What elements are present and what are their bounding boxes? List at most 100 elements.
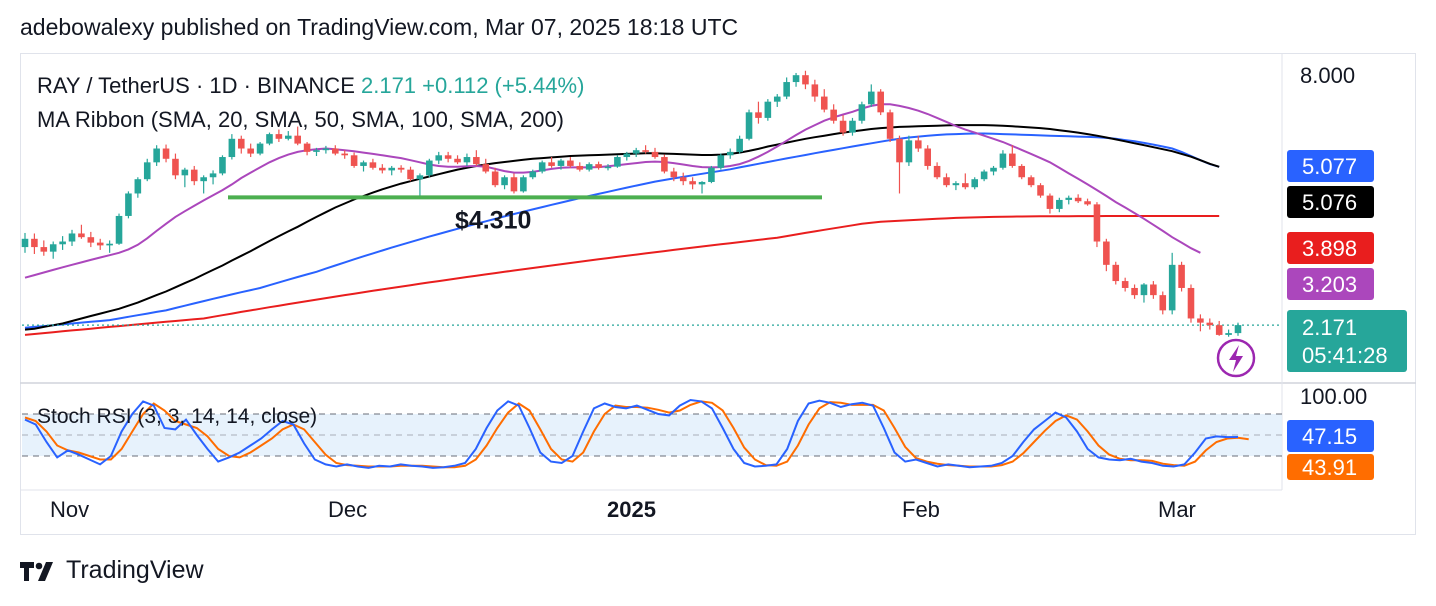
candle-body [717, 155, 725, 168]
candle-body [1215, 325, 1223, 335]
candle-body [867, 91, 875, 105]
candle [896, 135, 903, 194]
candle-body [886, 112, 894, 139]
badge-bg [1287, 268, 1374, 300]
candle-body [1093, 204, 1101, 242]
candle [595, 161, 602, 170]
candle [1225, 329, 1232, 337]
candle-body [1112, 264, 1120, 282]
candle [651, 147, 659, 159]
candle-body [379, 167, 386, 171]
candle [1150, 281, 1157, 299]
candle [237, 135, 245, 154]
candle [1159, 291, 1167, 315]
candle-body [792, 75, 800, 83]
time-label: Mar [1158, 497, 1196, 522]
candle-body [134, 179, 142, 194]
candle [736, 135, 743, 154]
candle-body [1037, 185, 1044, 196]
badge-bg [1287, 186, 1374, 218]
candle [1074, 194, 1082, 204]
candle [379, 164, 386, 174]
candle [1197, 314, 1204, 332]
candle [632, 147, 640, 158]
candle [397, 165, 405, 173]
candle-body [651, 151, 659, 158]
candle-body [1159, 295, 1167, 311]
candle [990, 165, 997, 176]
candle [463, 153, 471, 166]
time-label: 2025 [607, 497, 656, 522]
candle-body [980, 171, 988, 180]
candle-body [407, 169, 414, 180]
candle [388, 165, 396, 176]
candle-body [764, 101, 772, 118]
candle-body [181, 169, 189, 176]
legend: RAY / TetherUS · 1D · BINANCE 2.171 +0.1… [37, 73, 584, 132]
last-price-badge: 2.171 05:41:28 [1287, 310, 1407, 372]
candle [623, 151, 631, 161]
candle-body [670, 171, 678, 178]
candle [162, 144, 170, 163]
candle [679, 172, 687, 186]
candle [567, 157, 574, 168]
badge-text: 5.077 [1302, 154, 1357, 179]
candle-body [1103, 241, 1110, 265]
candle [491, 167, 499, 188]
candle [435, 151, 443, 165]
countdown-text: 05:41:28 [1302, 343, 1388, 368]
candle-body [219, 157, 226, 174]
candle-body [1009, 153, 1016, 166]
candle-body [332, 148, 339, 154]
candle [87, 231, 95, 248]
candle [1009, 145, 1016, 168]
candle [228, 134, 236, 160]
candle-body [595, 164, 602, 168]
sma20-line [24, 103, 1201, 279]
candle [284, 131, 292, 141]
symbol-legend: RAY / TetherUS · 1D · BINANCE 2.171 +0.1… [37, 73, 584, 98]
support-annotation: $4.310 [228, 195, 822, 234]
candle-body [1056, 199, 1063, 209]
candle [49, 241, 57, 259]
tradingview-logo[interactable]: TradingView [20, 556, 204, 585]
candle [426, 158, 433, 178]
candle-body [1018, 165, 1026, 178]
time-label: Nov [50, 497, 89, 522]
candle [360, 160, 367, 172]
candle [745, 109, 753, 141]
candle-body [115, 215, 123, 244]
candle-body [820, 96, 828, 110]
stoch-rsi-panel: Stoch RSI (3, 3, 14, 14, close) [22, 398, 1282, 469]
candle [454, 155, 461, 165]
candle-body [31, 238, 38, 248]
candle [181, 167, 189, 188]
candle-body [237, 138, 245, 149]
candle-body [1074, 197, 1082, 202]
candle [520, 175, 527, 193]
candle [576, 162, 584, 172]
candle [764, 99, 772, 121]
candle-body [397, 167, 405, 170]
candle [773, 94, 781, 107]
candle [115, 213, 123, 245]
candle [661, 154, 668, 174]
candle-body [294, 135, 301, 144]
candle [21, 232, 29, 253]
rsi-tick-label: 100.00 [1300, 384, 1367, 409]
candle [708, 165, 715, 184]
ma-ribbon [22, 103, 1282, 336]
candle-body [971, 179, 979, 188]
candle-body [1187, 287, 1195, 319]
candle-body [303, 143, 311, 152]
candle [924, 145, 931, 170]
candle [839, 115, 847, 136]
candle-body [858, 104, 866, 121]
price-axis: 8.000 5.077 5.076 3.898 3.203 2.171 05:41:28 10… [1216, 63, 1407, 480]
candle [1178, 261, 1185, 292]
candlestick-series [21, 70, 1242, 337]
stoch-d-line [24, 400, 1249, 469]
stoch-rsi-label: Stoch RSI (3, 3, 14, 14, close) [37, 405, 317, 428]
time-label: Feb [902, 497, 940, 522]
